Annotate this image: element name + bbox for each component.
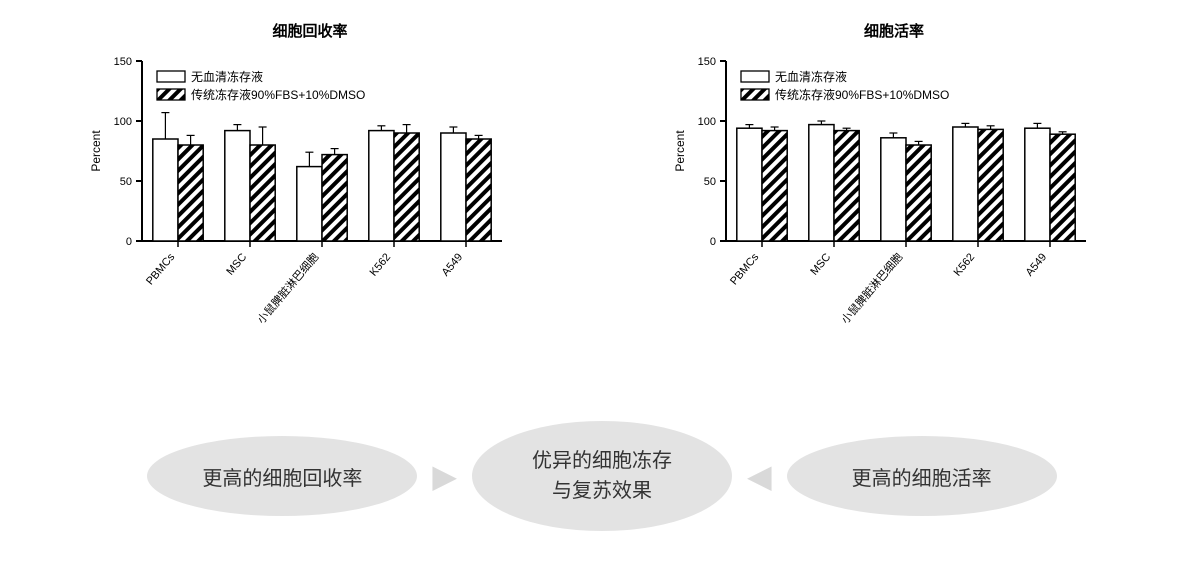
ellipse-left-text: 更高的细胞回收率 [202, 462, 362, 491]
svg-text:A549: A549 [440, 251, 466, 278]
svg-text:100: 100 [698, 116, 716, 128]
ellipse-center-line1: 优异的细胞冻存 [532, 446, 672, 476]
arrow-right-icon: ▶ [427, 457, 462, 495]
svg-text:150: 150 [698, 56, 716, 68]
svg-text:50: 50 [704, 176, 716, 188]
svg-text:Percent: Percent [673, 130, 687, 172]
svg-text:K562: K562 [952, 251, 978, 278]
chart-left-container: 细胞回收率 0 50 100 150 Percent PBMCs MSC小鼠脾脏淋巴细胞 K5… [80, 20, 540, 370]
svg-text:Percent: Percent [89, 130, 103, 172]
chart-right-container: 细胞活率 0 50 100 150 Percent PBMCs MSC小鼠脾脏淋巴细胞 K56… [664, 20, 1124, 370]
ellipse-right-text: 更高的细胞活率 [852, 462, 992, 491]
svg-text:100: 100 [114, 116, 132, 128]
svg-text:PBMCs: PBMCs [728, 251, 761, 288]
svg-text:K562: K562 [368, 251, 394, 278]
svg-text:MSC: MSC [224, 251, 249, 277]
svg-text:小鼠脾脏淋巴细胞: 小鼠脾脏淋巴细胞 [838, 250, 905, 326]
svg-text:无血清冻存液: 无血清冻存液 [191, 69, 263, 84]
svg-text:无血清冻存液: 无血清冻存液 [775, 69, 847, 84]
chart-left: 0 50 100 150 Percent PBMCs MSC小鼠脾脏淋巴细胞 K562 A549… [80, 51, 540, 361]
svg-text:传统冻存液90%FBS+10%DMSO: 传统冻存液90%FBS+10%DMSO [191, 87, 365, 102]
ellipse-left: 更高的细胞回收率 [147, 436, 417, 516]
chart-right-title: 细胞活率 [664, 20, 1124, 41]
ellipse-center: 优异的细胞冻存 与复苏效果 [472, 421, 732, 531]
ellipses-row: 更高的细胞回收率 ▶ 优异的细胞冻存 与复苏效果 ◀ 更高的细胞活率 [0, 421, 1204, 531]
svg-text:0: 0 [710, 236, 716, 248]
svg-text:传统冻存液90%FBS+10%DMSO: 传统冻存液90%FBS+10%DMSO [775, 87, 949, 102]
svg-text:小鼠脾脏淋巴细胞: 小鼠脾脏淋巴细胞 [254, 250, 321, 326]
svg-text:150: 150 [114, 56, 132, 68]
svg-text:0: 0 [126, 236, 132, 248]
arrow-left-icon: ◀ [742, 457, 777, 495]
svg-text:A549: A549 [1024, 251, 1050, 278]
svg-text:MSC: MSC [808, 251, 833, 277]
charts-row: 细胞回收率 050100150PercentPBMCsMSC小鼠脾脏淋巴细胞K5… [0, 0, 1204, 370]
svg-text:50: 50 [120, 176, 132, 188]
chart-left-title: 细胞回收率 [80, 20, 540, 41]
svg-text:PBMCs: PBMCs [144, 251, 177, 288]
ellipse-center-line2: 与复苏效果 [552, 476, 652, 506]
ellipse-right: 更高的细胞活率 [787, 436, 1057, 516]
chart-right: 0 50 100 150 Percent PBMCs MSC小鼠脾脏淋巴细胞 K562 A549… [664, 51, 1124, 361]
